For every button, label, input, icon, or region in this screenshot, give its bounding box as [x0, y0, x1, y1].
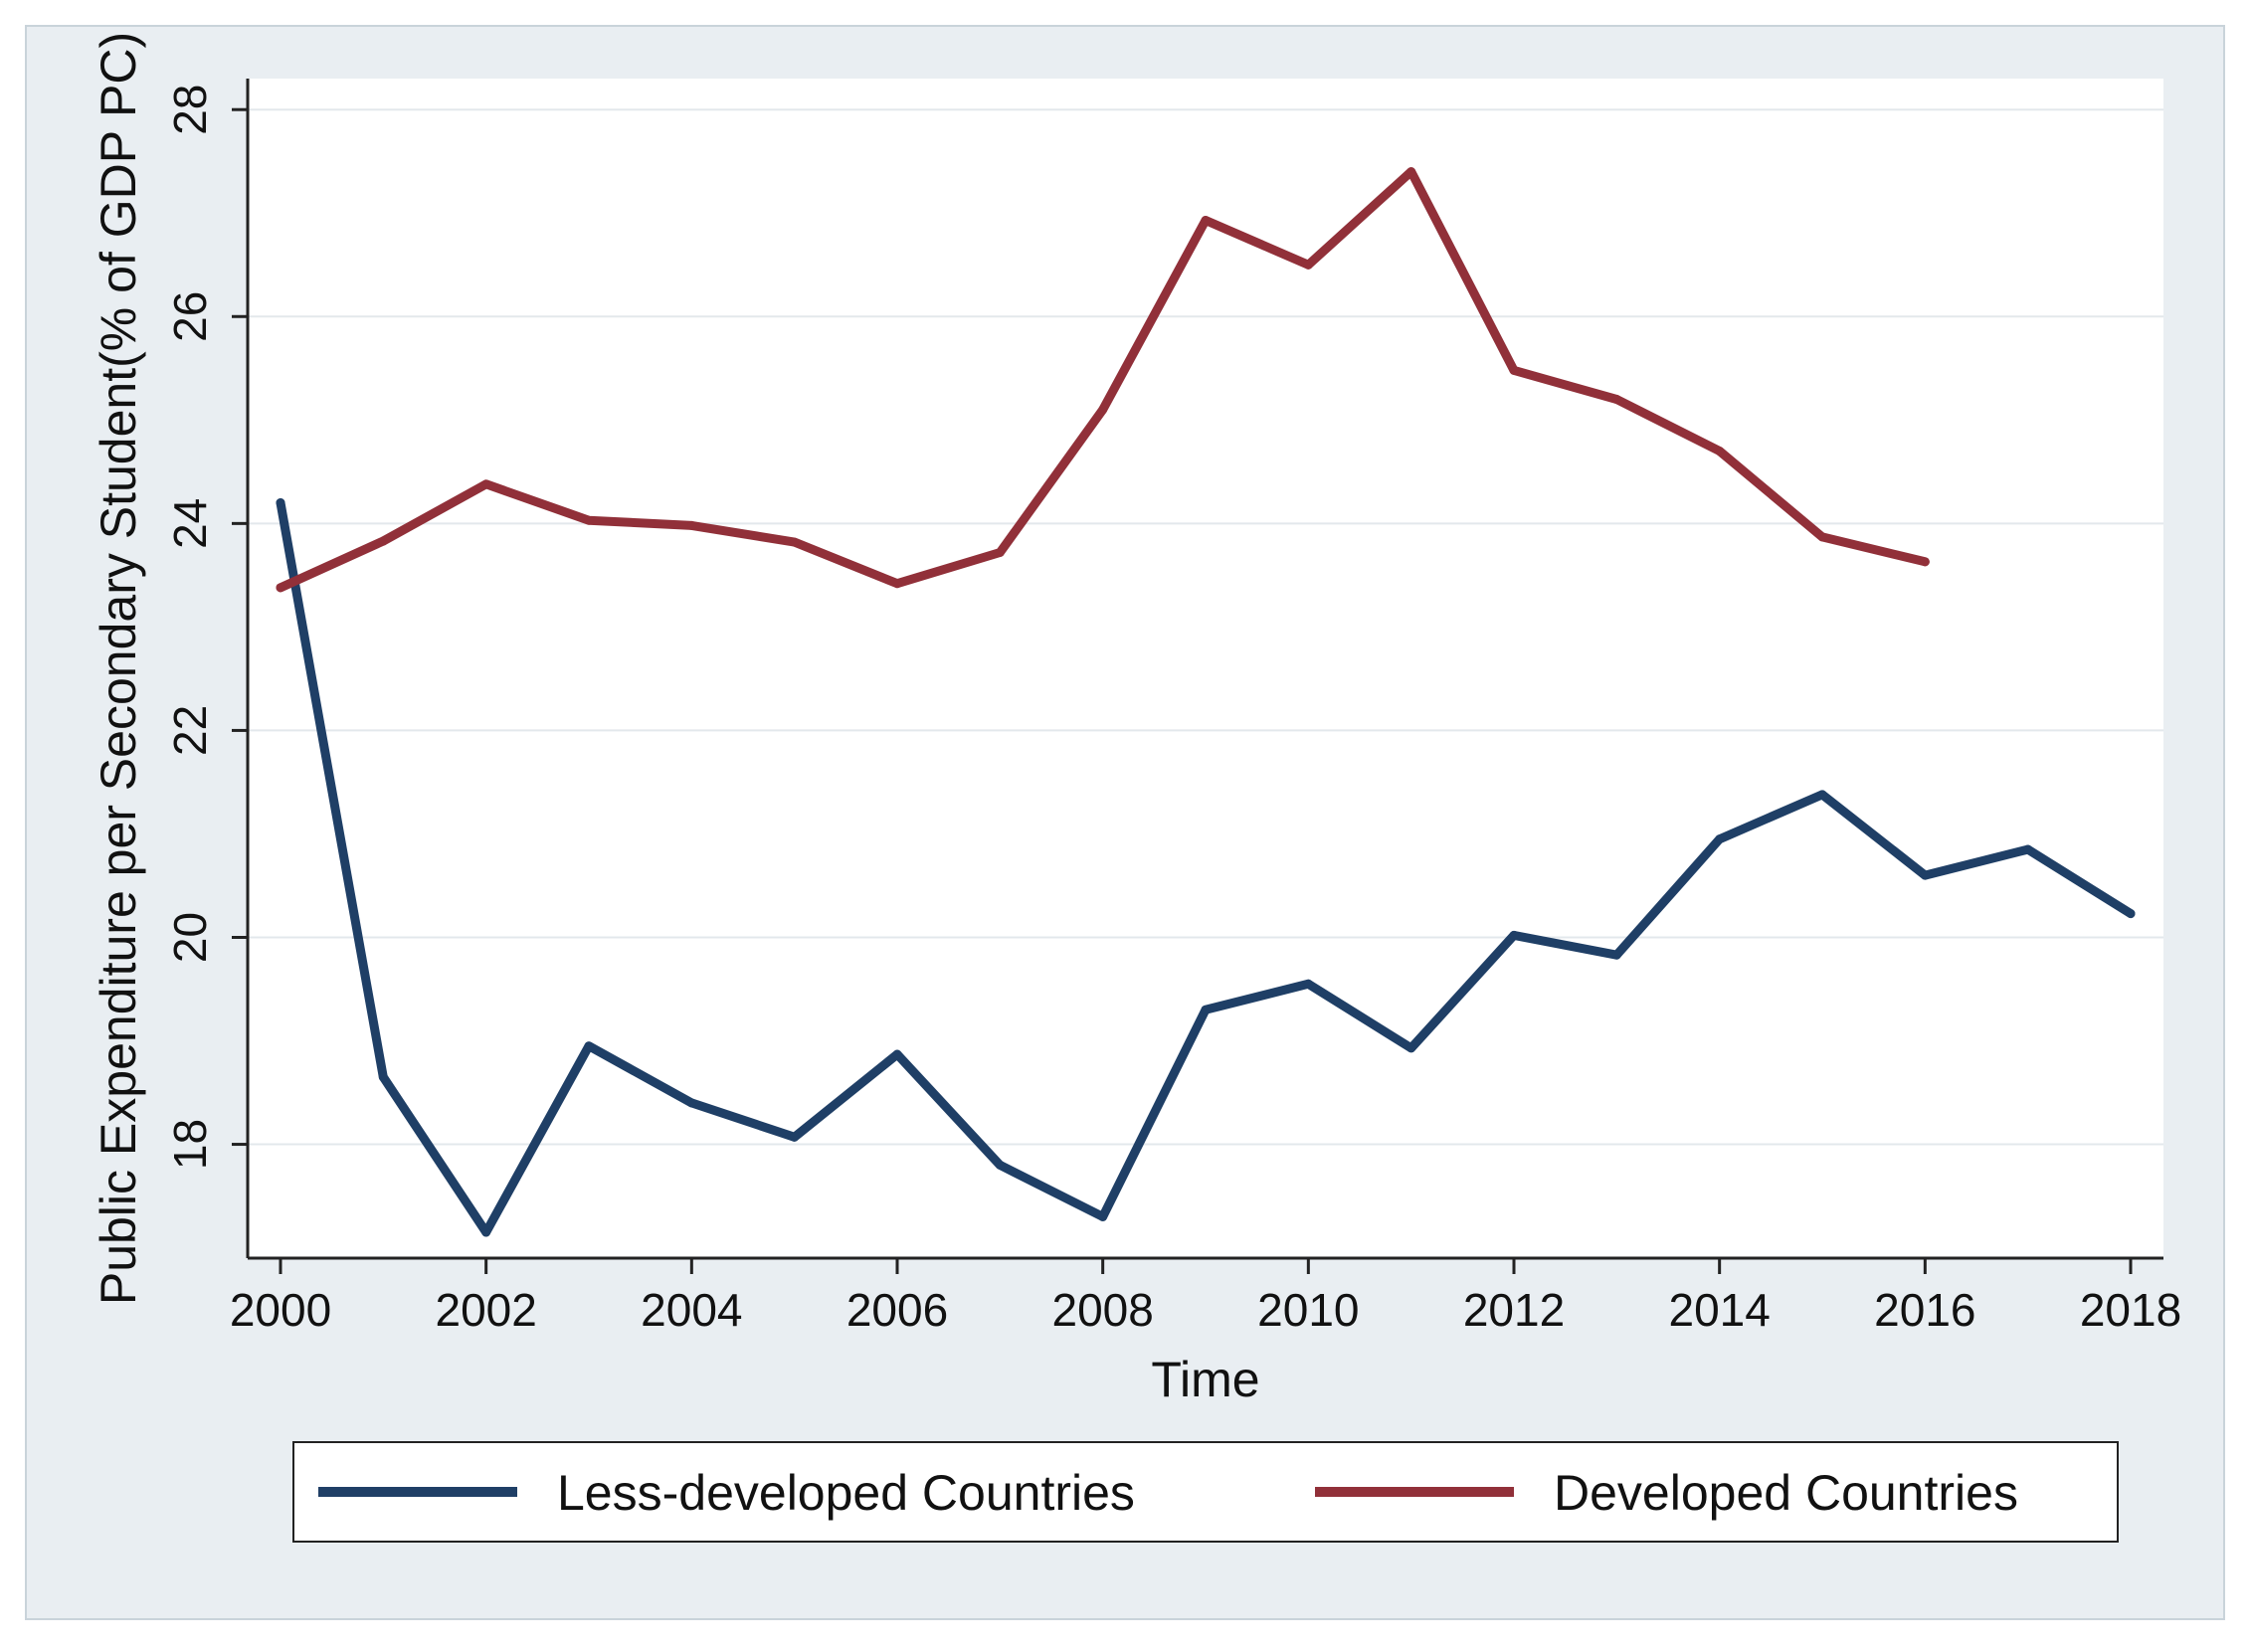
data-point-less-developed-countries-2004	[686, 1098, 696, 1108]
data-point-less-developed-countries-2009	[1201, 1005, 1211, 1014]
x-tick-label-2018: 2018	[2080, 1284, 2181, 1336]
x-axis-ticks: 2000 2002 2004 2006 2008 2010 2012 2014 2016 2018	[230, 1258, 2181, 1336]
legend-label-developed: Developed Countries	[1554, 1465, 2018, 1521]
data-point-less-developed-countries-2016	[1920, 870, 1930, 880]
y-tick-label-18: 18	[164, 1119, 216, 1170]
x-tick-label-2000: 2000	[230, 1284, 331, 1336]
data-point-developed-countries-2004	[686, 520, 696, 530]
legend-label-less-developed: Less-developed Countries	[557, 1465, 1135, 1521]
data-point-developed-countries-2014	[1715, 447, 1725, 457]
x-tick-label-2014: 2014	[1668, 1284, 1770, 1336]
data-point-less-developed-countries-2015	[1817, 790, 1827, 800]
data-point-developed-countries-2007	[995, 547, 1005, 557]
data-point-less-developed-countries-2001	[378, 1072, 388, 1082]
y-tick-label-28: 28	[164, 85, 216, 135]
x-tick-label-2002: 2002	[435, 1284, 536, 1336]
data-point-developed-countries-2011	[1406, 167, 1416, 177]
data-point-developed-countries-2005	[790, 537, 800, 547]
y-axis-ticks: 18 20 22 24 26 28	[164, 85, 248, 1170]
x-tick-label-2004: 2004	[641, 1284, 742, 1336]
data-point-less-developed-countries-2013	[1611, 950, 1621, 960]
data-point-less-developed-countries-2002	[481, 1227, 491, 1237]
x-tick-label-2006: 2006	[846, 1284, 948, 1336]
data-point-developed-countries-2012	[1509, 365, 1519, 375]
data-point-developed-countries-2015	[1817, 532, 1827, 542]
data-point-less-developed-countries-2005	[790, 1132, 800, 1142]
x-tick-label-2012: 2012	[1463, 1284, 1565, 1336]
x-axis-title: Time	[1151, 1352, 1259, 1407]
data-point-less-developed-countries-2014	[1715, 834, 1725, 844]
data-point-less-developed-countries-2003	[584, 1041, 594, 1051]
data-point-less-developed-countries-2017	[2023, 844, 2033, 854]
data-point-developed-countries-2016	[1920, 557, 1930, 567]
y-tick-label-20: 20	[164, 912, 216, 963]
data-point-developed-countries-2008	[1098, 405, 1108, 415]
data-point-less-developed-countries-2008	[1098, 1211, 1108, 1221]
series-layer	[276, 167, 2136, 1237]
x-tick-label-2008: 2008	[1051, 1284, 1153, 1336]
y-tick-label-22: 22	[164, 705, 216, 756]
y-axis-title: Public Expenditure per Secondary Student…	[91, 32, 146, 1305]
data-point-developed-countries-2013	[1611, 395, 1621, 405]
data-point-developed-countries-2000	[276, 583, 285, 593]
data-point-less-developed-countries-2007	[995, 1160, 1005, 1170]
data-point-less-developed-countries-2018	[2126, 909, 2136, 919]
y-tick-label-24: 24	[164, 498, 216, 549]
data-point-less-developed-countries-2006	[892, 1049, 902, 1059]
data-point-developed-countries-2002	[481, 479, 491, 489]
data-point-less-developed-countries-2010	[1303, 979, 1313, 989]
x-tick-label-2010: 2010	[1257, 1284, 1359, 1336]
legend: Less-developed Countries Developed Count…	[292, 1441, 2119, 1543]
legend-box	[292, 1441, 2119, 1543]
y-tick-label-26: 26	[164, 291, 216, 342]
data-point-developed-countries-2009	[1201, 216, 1211, 226]
data-point-developed-countries-2003	[584, 515, 594, 525]
x-tick-label-2016: 2016	[1874, 1284, 1975, 1336]
data-point-less-developed-countries-2012	[1509, 930, 1519, 940]
data-point-less-developed-countries-2000	[276, 498, 285, 508]
plot-area	[248, 79, 2163, 1258]
data-point-developed-countries-2010	[1303, 260, 1313, 270]
data-point-developed-countries-2006	[892, 579, 902, 589]
gridlines	[248, 108, 2163, 1146]
data-point-less-developed-countries-2011	[1406, 1043, 1416, 1053]
data-point-developed-countries-2001	[378, 536, 388, 546]
